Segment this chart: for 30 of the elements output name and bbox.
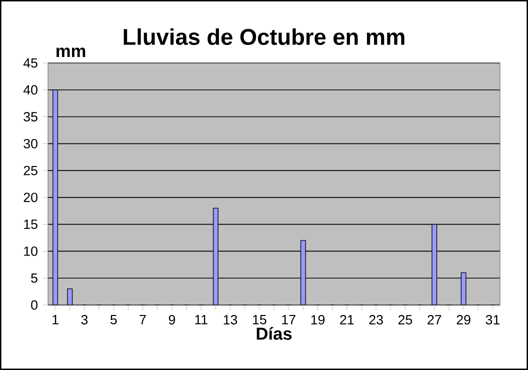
y-tick-label: 20 (24, 192, 38, 202)
x-tick-label: 11 (195, 315, 208, 324)
x-tick-label: 15 (253, 315, 266, 324)
y-tick-label: 5 (31, 273, 38, 283)
x-tick-label: 3 (81, 315, 88, 324)
y-tick-label: 45 (23, 58, 38, 68)
y-tick-label: 30 (24, 138, 38, 148)
x-tick-label: 27 (428, 315, 442, 324)
x-tick-label: 19 (311, 315, 325, 324)
x-tick-label: 21 (340, 315, 354, 324)
x-tick-label: 13 (224, 315, 238, 324)
y-tick-label: 25 (24, 166, 38, 176)
bar (52, 90, 58, 305)
x-tick-label: 29 (456, 315, 470, 324)
x-tick-label: 31 (486, 315, 500, 324)
x-axis-title: Días (256, 326, 292, 340)
x-tick-label: 9 (168, 315, 176, 324)
chart-title: Lluvias de Octubre en mm (124, 28, 404, 45)
x-tick-label: 1 (52, 315, 58, 324)
y-tick-label: 15 (24, 220, 38, 229)
x-tick-label: 23 (369, 315, 383, 324)
x-tick-label: 5 (110, 315, 117, 324)
x-tick-label: 25 (398, 315, 412, 324)
x-tick-label: 7 (140, 315, 146, 324)
y-tick-label: 35 (24, 112, 38, 122)
x-tick-label: 17 (282, 315, 296, 324)
y-axis-title: mm (56, 48, 86, 57)
y-tick-label: 0 (31, 300, 38, 310)
y-tick-label: 40 (23, 85, 38, 95)
y-tick-label: 10 (24, 246, 38, 256)
